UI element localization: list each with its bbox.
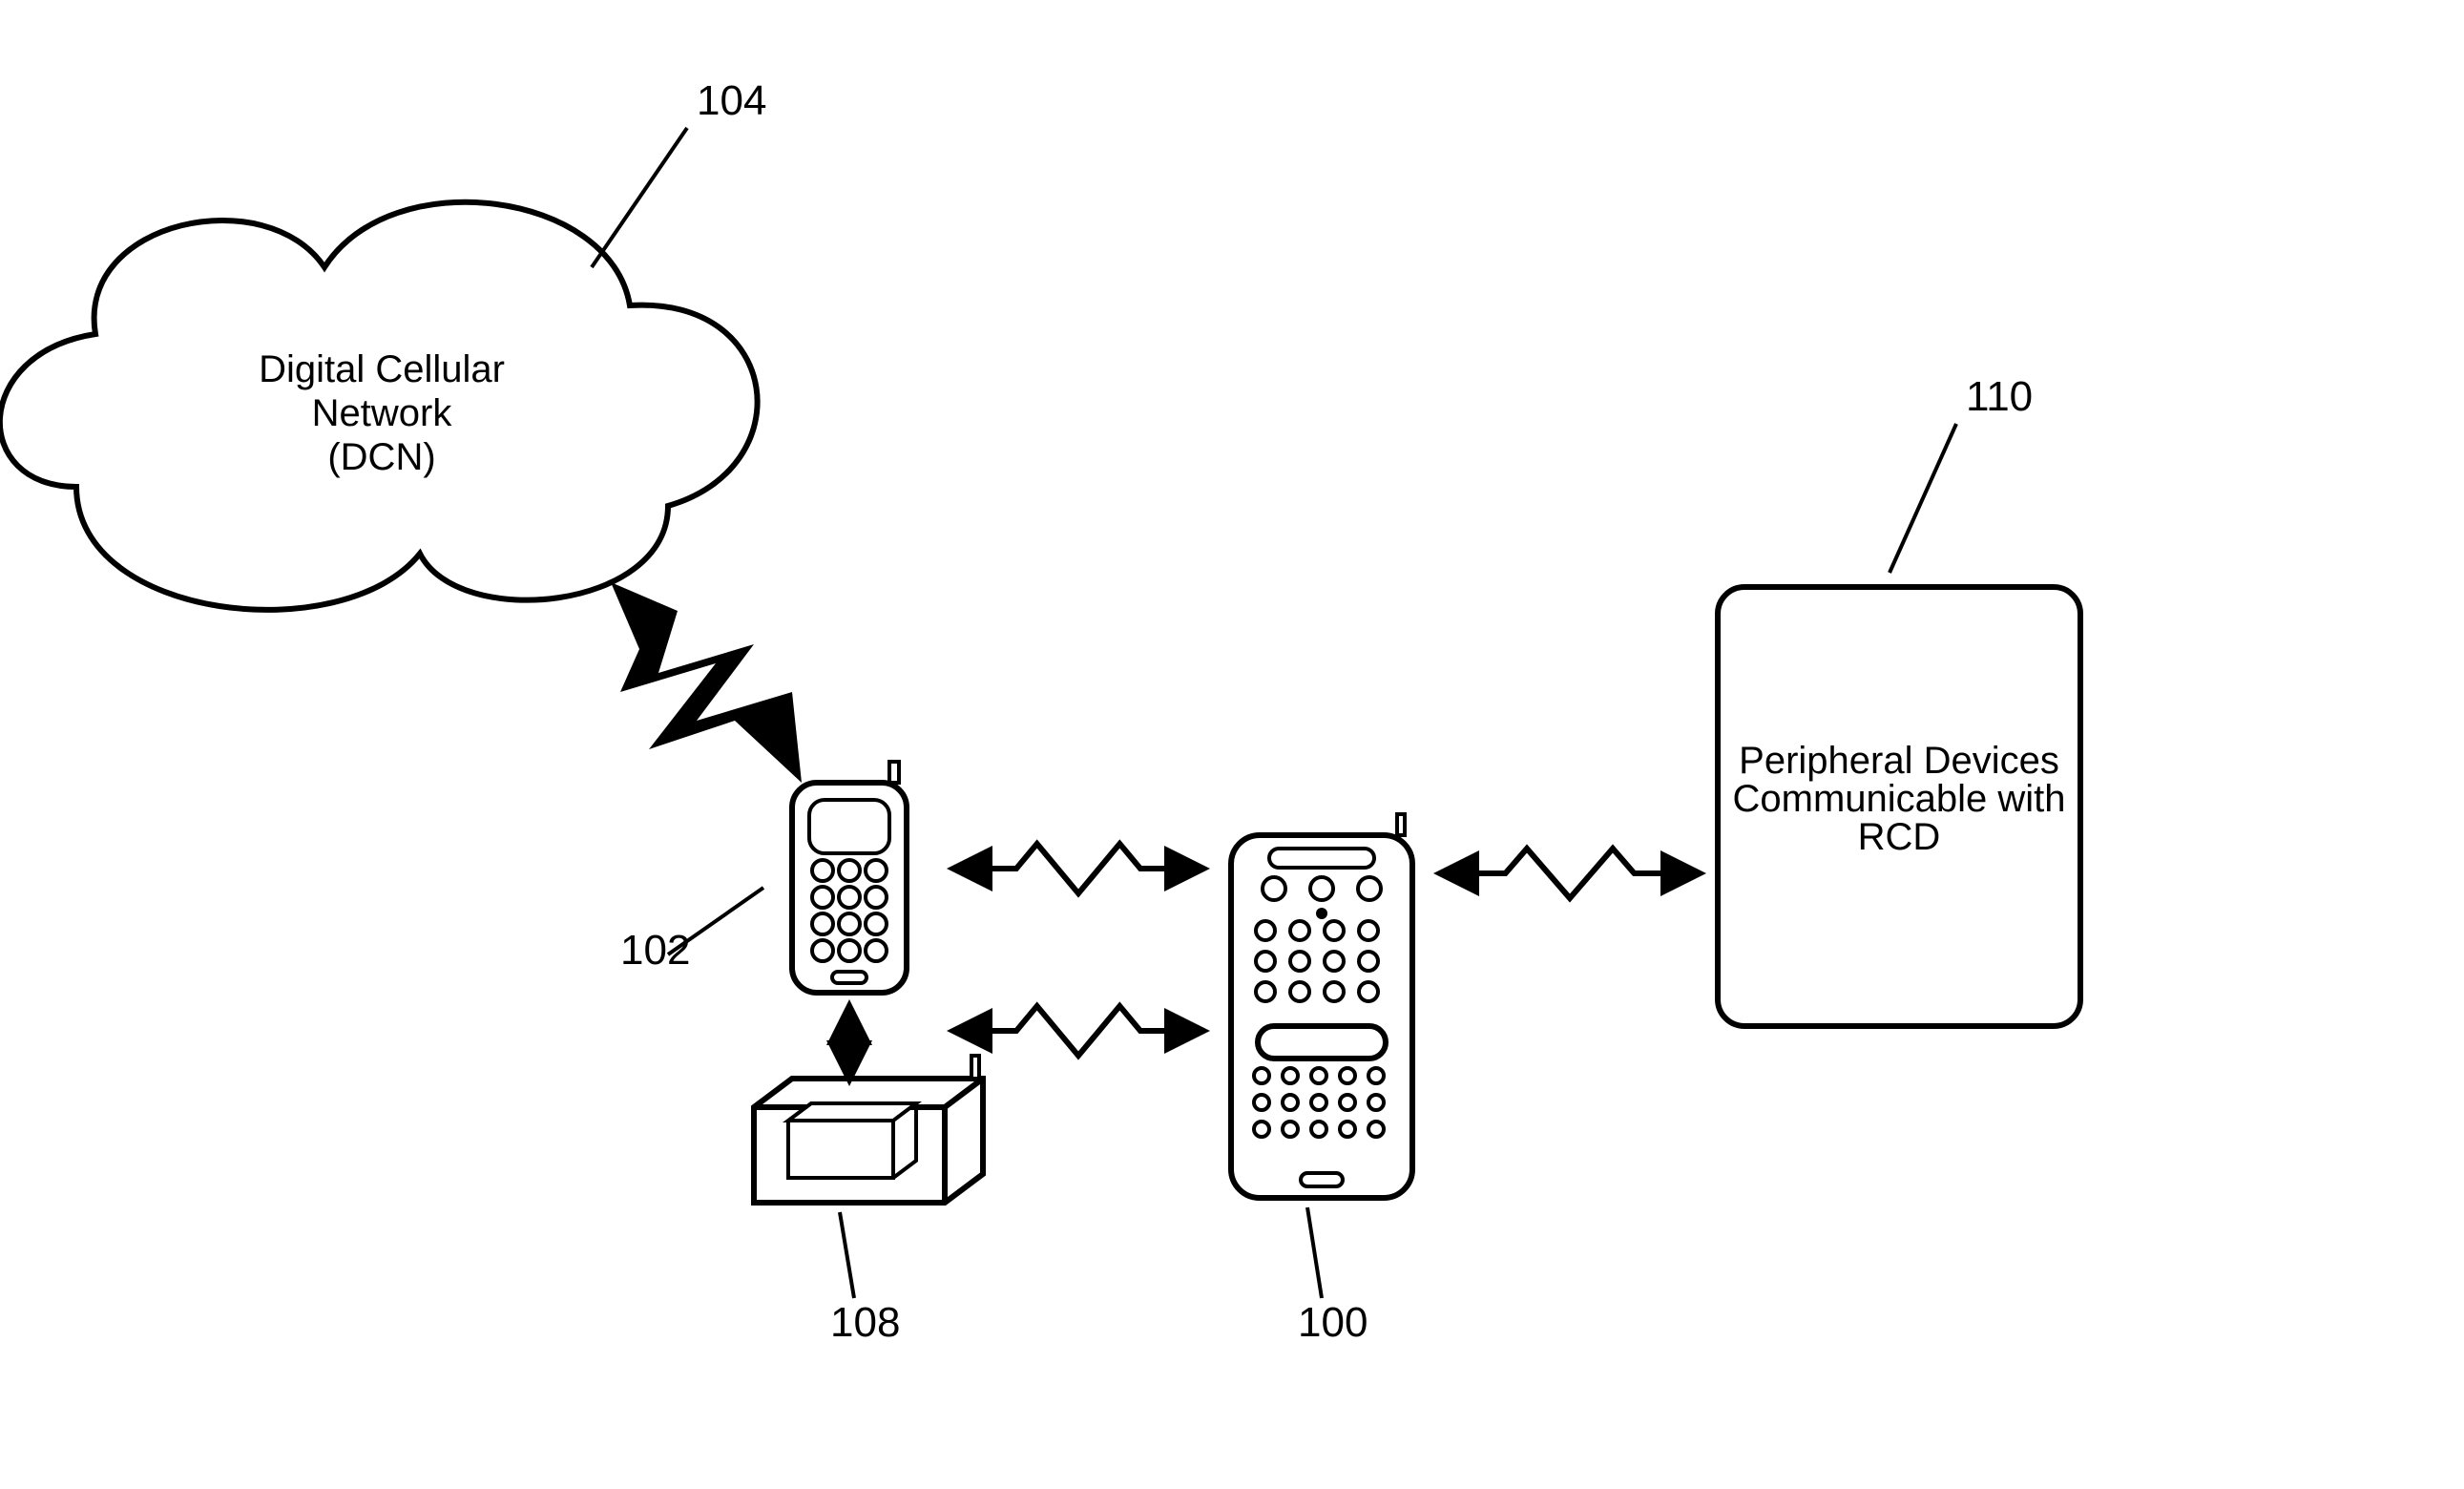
ref-108: 108 xyxy=(830,1299,900,1346)
cloud-text-line: Digital Cellular xyxy=(259,348,505,390)
leader-line xyxy=(592,128,687,267)
peripheral-box: Peripheral DevicesCommunicable withRCD xyxy=(1718,587,2080,1026)
rcd-100 xyxy=(1231,814,1412,1198)
phone-102 xyxy=(792,762,907,993)
peripheral-text-line: Peripheral Devices xyxy=(1739,740,2059,782)
arrow-rcd-to-peripheral xyxy=(1441,849,1699,898)
arrow-cradle-to-rcd xyxy=(954,1006,1202,1056)
leader-line xyxy=(1890,424,1956,573)
ref-100: 100 xyxy=(1298,1299,1368,1346)
ref-104: 104 xyxy=(697,77,766,124)
peripheral-text-line: RCD xyxy=(1858,816,1941,858)
leader-line xyxy=(840,1212,854,1298)
arrow-phone-to-rcd xyxy=(954,844,1202,893)
peripheral-text-line: Communicable with xyxy=(1732,778,2065,820)
cloud-dcn: Digital CellularNetwork(DCN) xyxy=(0,202,758,610)
ref-102: 102 xyxy=(620,927,690,974)
leader-line xyxy=(1307,1207,1322,1298)
cloud-text-line: Network xyxy=(312,392,453,434)
ref-110: 110 xyxy=(1966,373,2033,420)
cradle-108 xyxy=(754,1056,983,1203)
lightning-bolt-icon xyxy=(611,582,802,783)
cloud-text-line: (DCN) xyxy=(327,436,435,478)
